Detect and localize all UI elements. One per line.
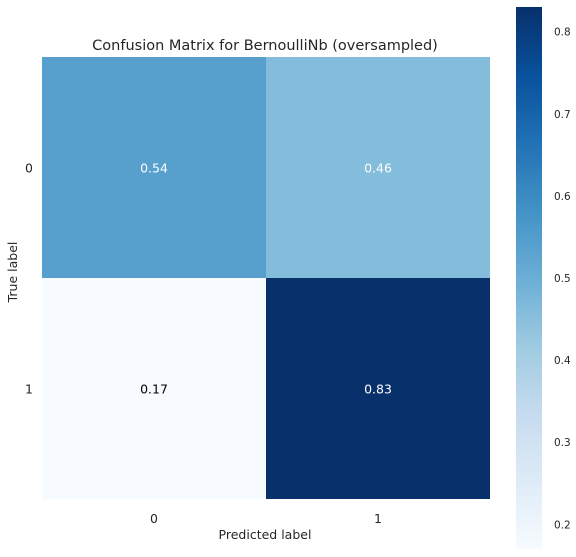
heatmap-cell-labels: 0.54 0.46 0.17 0.83 bbox=[140, 161, 392, 397]
colorbar-tick-label-6: 0.8 bbox=[554, 27, 571, 39]
x-tick-label-1: 1 bbox=[374, 511, 382, 526]
cell-value-label-1-0: 0.17 bbox=[140, 382, 168, 397]
y-tick-labels: 01 bbox=[25, 161, 33, 397]
cell-value-label-1-1: 0.83 bbox=[364, 382, 392, 397]
heatmap-cells bbox=[42, 57, 490, 499]
colorbar-tick-label-5: 0.7 bbox=[554, 109, 571, 121]
x-tick-label-0: 0 bbox=[150, 511, 158, 526]
colorbar-tick-labels: 0.2 0.3 0.4 0.5 0.6 0.7 0.8 bbox=[554, 27, 571, 532]
colorbar-tick-label-3: 0.5 bbox=[554, 273, 571, 285]
y-axis-label: True label bbox=[5, 242, 20, 304]
cell-value-label-0-1: 0.46 bbox=[364, 161, 392, 176]
colorbar-tick-label-4: 0.6 bbox=[554, 191, 571, 203]
colorbar-tick-label-2: 0.4 bbox=[554, 355, 571, 367]
colorbar-tick-label-0: 0.2 bbox=[554, 519, 571, 531]
heatmap-cell-1-0 bbox=[42, 278, 266, 499]
x-axis-label: Predicted label bbox=[219, 527, 312, 542]
colorbar-tick-label-1: 0.3 bbox=[554, 437, 571, 449]
heatmap-cell-0-0 bbox=[42, 57, 266, 278]
heatmap-cell-0-1 bbox=[266, 57, 490, 278]
colorbar bbox=[516, 7, 542, 549]
cell-value-label-0-0: 0.54 bbox=[140, 161, 168, 176]
chart-title: Confusion Matrix for BernoulliNb (oversa… bbox=[92, 38, 438, 54]
y-tick-label-0: 0 bbox=[25, 161, 33, 176]
y-tick-label-1: 1 bbox=[25, 382, 33, 397]
heatmap-cell-1-1 bbox=[266, 278, 490, 499]
